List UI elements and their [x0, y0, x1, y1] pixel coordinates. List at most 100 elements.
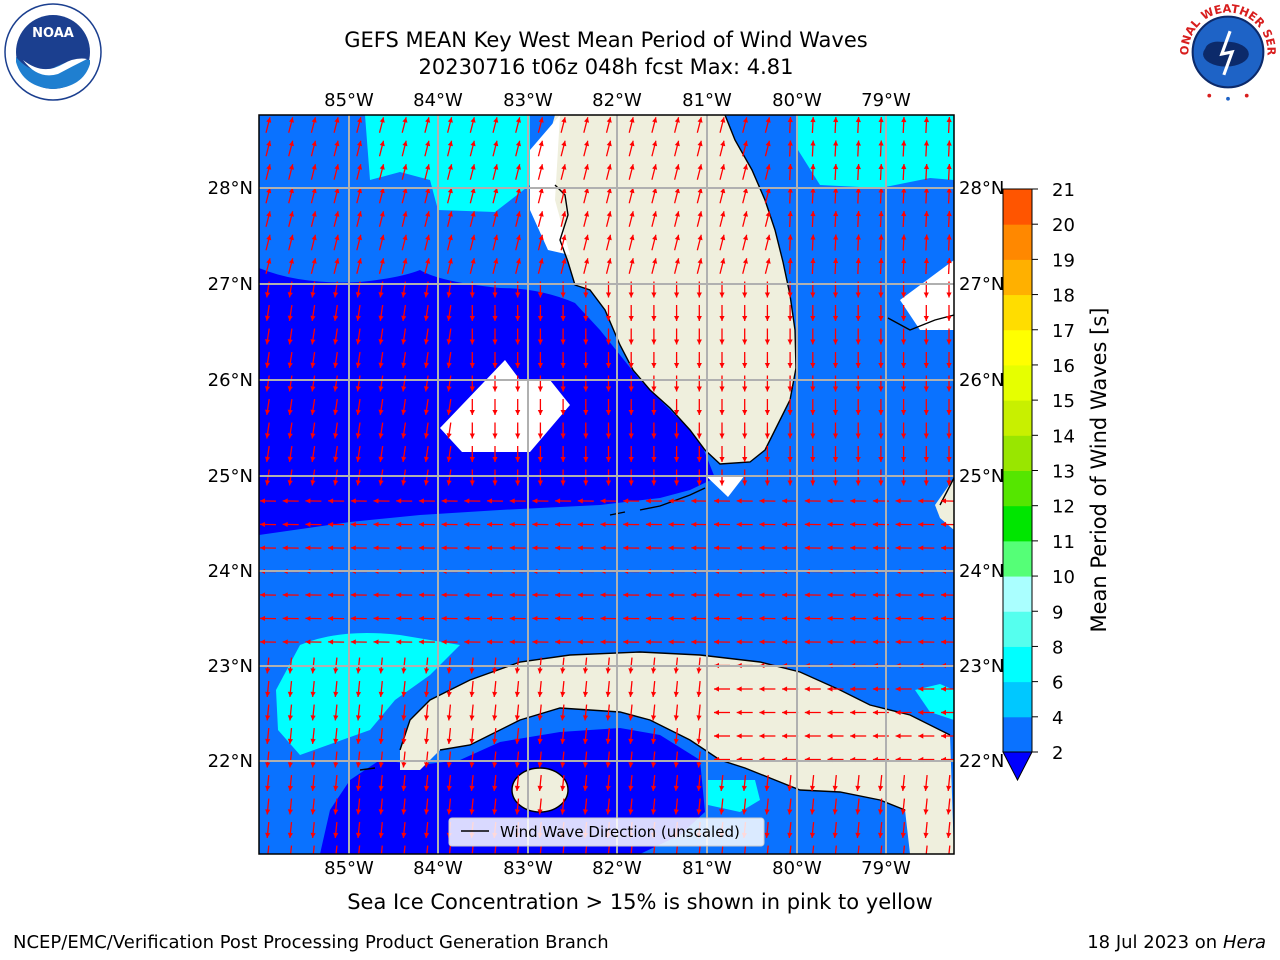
colorbar-bin	[1003, 646, 1032, 683]
wave-direction-arrow	[537, 446, 543, 462]
wave-direction-arrow	[628, 352, 634, 368]
wave-direction-arrow	[605, 211, 612, 227]
wave-direction-arrow	[940, 639, 954, 645]
wave-direction-arrow	[328, 545, 345, 551]
wave-direction-arrow	[605, 751, 611, 768]
wave-direction-arrow	[464, 592, 481, 598]
longitude-labels-bottom: 85°W 84°W 83°W 82°W 81°W 80°W 79°W	[324, 858, 911, 879]
wave-direction-arrow	[651, 352, 657, 368]
wave-direction-arrow	[424, 680, 430, 698]
wave-direction-arrow	[878, 352, 884, 368]
wave-direction-arrow	[287, 774, 293, 792]
wave-direction-arrow	[469, 352, 475, 368]
wave-direction-arrow	[810, 399, 816, 415]
wave-direction-arrow	[901, 210, 907, 228]
wave-direction-arrow	[628, 680, 634, 698]
wave-direction-arrow	[736, 545, 753, 551]
wave-direction-arrow	[878, 821, 884, 839]
wave-direction-arrow	[356, 117, 363, 133]
wave-direction-arrow	[492, 375, 498, 392]
wave-direction-arrow	[923, 399, 929, 415]
wave-direction-arrow	[645, 615, 662, 622]
wave-direction-arrow	[605, 704, 611, 721]
wave-direction-arrow	[946, 821, 952, 839]
wave-direction-arrow	[259, 592, 277, 598]
wave-direction-arrow	[401, 164, 408, 180]
lat-label-left: 23°N	[208, 656, 253, 677]
wave-direction-arrow	[515, 140, 521, 157]
wave-direction-arrow	[537, 140, 544, 157]
wave-direction-arrow	[600, 521, 617, 528]
wave-direction-arrow	[378, 234, 385, 251]
wave-direction-arrow	[492, 211, 499, 227]
colorbar-tick-label: 6	[1052, 673, 1063, 694]
lon-label-top: 84°W	[413, 90, 463, 111]
wave-direction-arrow	[832, 352, 839, 368]
wave-direction-arrow	[582, 680, 589, 698]
wave-direction-arrow	[423, 469, 430, 486]
wave-direction-arrow	[486, 639, 504, 645]
wave-direction-arrow	[878, 798, 884, 815]
wave-direction-arrow	[555, 592, 572, 598]
wave-direction-arrow	[310, 117, 317, 133]
wave-direction-arrow	[264, 445, 271, 463]
wave-direction-arrow	[810, 469, 816, 486]
wave-direction-arrow	[742, 375, 748, 392]
wave-direction-arrow	[623, 615, 640, 622]
colorbar-tick-label: 21	[1052, 180, 1075, 201]
wave-direction-arrow	[855, 798, 861, 815]
wave-direction-arrow	[855, 210, 861, 228]
wave-direction-arrow	[787, 328, 793, 345]
wave-direction-arrow	[492, 258, 499, 274]
wave-direction-arrow	[628, 164, 635, 180]
wave-direction-arrow	[469, 187, 476, 204]
wave-direction-arrow	[509, 639, 526, 645]
wave-direction-arrow	[288, 140, 294, 157]
wave-direction-arrow	[696, 305, 702, 321]
wave-direction-arrow	[832, 328, 839, 345]
wave-direction-arrow	[356, 187, 363, 204]
wave-direction-arrow	[696, 211, 703, 227]
wave-direction-arrow	[446, 704, 452, 721]
wave-direction-arrow	[265, 680, 271, 698]
wave-direction-arrow	[895, 545, 912, 551]
wave-direction-arrow	[742, 469, 748, 486]
wave-direction-arrow	[378, 469, 384, 486]
wave-direction-arrow	[469, 727, 475, 745]
wave-direction-arrow	[287, 398, 293, 416]
wave-direction-arrow	[651, 469, 657, 486]
wave-direction-arrow	[464, 521, 481, 528]
wave-direction-arrow	[515, 328, 521, 345]
wave-direction-arrow	[446, 187, 453, 204]
wave-direction-arrow	[577, 615, 594, 622]
wave-direction-arrow	[832, 469, 839, 486]
wave-direction-arrow	[946, 446, 952, 462]
colorbar-tick-label: 20	[1052, 215, 1075, 236]
wave-direction-arrow	[736, 592, 753, 598]
wave-direction-arrow	[645, 521, 662, 528]
wave-direction-arrow	[537, 751, 543, 768]
wave-direction-arrow	[764, 211, 771, 227]
wave-direction-arrow	[355, 304, 361, 322]
wave-direction-arrow	[350, 498, 367, 504]
wave-direction-arrow	[446, 680, 452, 698]
wave-direction-arrow	[287, 351, 293, 369]
wave-direction-arrow	[492, 117, 499, 133]
wave-direction-arrow	[310, 469, 316, 486]
wave-direction-arrow	[833, 187, 839, 204]
wave-direction-arrow	[582, 704, 589, 721]
wave-direction-arrow	[878, 163, 884, 181]
wave-direction-arrow	[356, 211, 363, 227]
wave-direction-arrow	[287, 821, 293, 839]
wave-direction-arrow	[832, 821, 838, 839]
wave-direction-arrow	[946, 422, 952, 439]
wave-direction-arrow	[305, 615, 322, 622]
wave-direction-arrow	[401, 117, 408, 133]
wave-direction-arrow	[555, 545, 572, 551]
sea-ice-caption: Sea Ice Concentration > 15% is shown in …	[347, 890, 933, 914]
wave-direction-arrow	[878, 774, 884, 792]
wave-direction-arrow	[287, 422, 293, 439]
wave-direction-arrow	[810, 257, 816, 275]
wave-direction-arrow	[446, 328, 452, 345]
wave-direction-arrow	[946, 187, 952, 204]
